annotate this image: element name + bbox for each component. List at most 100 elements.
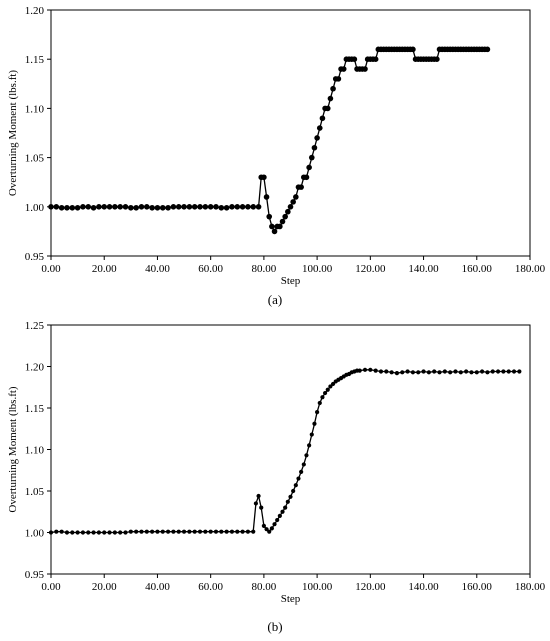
chart-a-data-point bbox=[266, 213, 273, 220]
chart-b-data-point bbox=[165, 529, 171, 534]
chart-b-data-point bbox=[59, 529, 64, 534]
chart-b-data-point bbox=[301, 462, 306, 467]
chart-a-data-point bbox=[298, 184, 304, 190]
chart-a-data-point bbox=[144, 204, 150, 210]
chart-b-data-point bbox=[511, 369, 517, 374]
chart-b-data-point bbox=[240, 529, 245, 534]
chart-b-data-point bbox=[229, 529, 235, 534]
chart-b-x-tick-label: 80.00 bbox=[252, 581, 277, 593]
chart-b-data-point bbox=[464, 369, 469, 374]
chart-a-data-point bbox=[64, 204, 70, 211]
chart-a-data-point bbox=[149, 204, 155, 211]
chart-b-data-point bbox=[70, 530, 75, 535]
chart-b-data-point bbox=[296, 476, 301, 481]
chart-b-x-tick-label: 20.00 bbox=[92, 581, 117, 593]
chart-b-y-axis-label: Overturning Moment (lbs.ft) bbox=[7, 386, 19, 513]
chart-a-y-axis-label: Overturning Moment (lbs.ft) bbox=[7, 70, 19, 197]
chart-a-data-point bbox=[263, 194, 270, 200]
chart-b-data-point bbox=[264, 527, 269, 532]
chart-a-data-point bbox=[175, 204, 182, 210]
chart-a-data-point bbox=[154, 204, 161, 211]
chart-a-data-point bbox=[170, 204, 177, 210]
chart-b-data-point bbox=[261, 523, 266, 528]
chart-b-data-point bbox=[219, 529, 224, 534]
chart-a-data-point bbox=[484, 46, 491, 53]
chart-a-data-point bbox=[255, 204, 262, 210]
chart-b-data-point bbox=[330, 381, 336, 387]
chart-b-data-point bbox=[285, 499, 290, 504]
chart-b-data-point bbox=[315, 410, 320, 415]
chart-b-x-tick-label: 180.00 bbox=[515, 581, 546, 593]
chart-a-data-point bbox=[112, 204, 118, 210]
chart-b-data-point bbox=[275, 517, 280, 523]
chart-b-x-tick-label: 40.00 bbox=[145, 581, 170, 593]
chart-b-data-point bbox=[480, 369, 485, 374]
chart-a-data-point bbox=[269, 223, 275, 230]
chart-b-data-point bbox=[501, 369, 506, 374]
chart-a-data-point bbox=[159, 204, 166, 211]
chart-a-data-point bbox=[223, 204, 230, 211]
chart-a-data-point bbox=[285, 208, 291, 215]
chart-b-data-point bbox=[251, 529, 256, 534]
chart-a-data-point bbox=[218, 204, 225, 211]
chart-a-x-tick-label: 180.00 bbox=[515, 263, 546, 275]
chart-a-x-tick-label: 140.00 bbox=[408, 263, 439, 275]
caption-a: (a) bbox=[267, 292, 283, 307]
chart-b-data-point bbox=[160, 529, 165, 534]
chart-b-data-point bbox=[64, 530, 70, 535]
chart-b-data-point bbox=[259, 505, 264, 510]
figure-a: 0.00 20.00 40.00 60.00 80.00 100.00 120.00 140.… bbox=[0, 0, 550, 315]
chart-a-data-point bbox=[191, 204, 198, 210]
chart-b-data-point bbox=[293, 483, 298, 488]
chart-b-data-point bbox=[107, 530, 112, 535]
chart-b-data-point bbox=[362, 367, 368, 372]
chart-b-y-tick-label: 0.95 bbox=[25, 569, 45, 581]
chart-a-data-point bbox=[306, 164, 312, 171]
chart-a-y-tick-label: 1.20 bbox=[25, 5, 45, 17]
chart-b-data-point bbox=[448, 370, 453, 375]
chart-a-data-point bbox=[181, 204, 187, 210]
chart-a-data-point bbox=[293, 194, 299, 200]
chart-b-data-point bbox=[474, 370, 479, 375]
chart-b-data-point bbox=[405, 369, 410, 374]
chart-a-data-point bbox=[85, 204, 92, 210]
chart-b-data-point bbox=[181, 529, 187, 534]
chart-b-y-tick-label: 1.00 bbox=[25, 528, 45, 540]
chart-a-data-point bbox=[69, 204, 76, 211]
chart-a-y-tick-label: 1.15 bbox=[25, 54, 45, 66]
chart-b-data-point bbox=[280, 509, 285, 514]
chart-b-data-point bbox=[48, 530, 54, 535]
chart-a-x-tick-label: 20.00 bbox=[92, 263, 117, 275]
chart-a-data-point bbox=[234, 204, 241, 210]
chart-b-x-tick-label: 100.00 bbox=[302, 581, 333, 593]
chart-b-data-point bbox=[112, 530, 117, 535]
chart-b: 0.00 20.00 40.00 60.00 80.00 100.00 120.00 140.… bbox=[7, 320, 546, 605]
chart-b-data-point bbox=[192, 529, 197, 534]
chart-a-plot-frame bbox=[50, 9, 531, 257]
chart-a-x-tick-label: 120.00 bbox=[355, 263, 386, 275]
chart-a-data-point bbox=[165, 204, 171, 211]
chart-a-data-point bbox=[311, 144, 318, 151]
chart-b-y-tick-label: 1.15 bbox=[25, 403, 45, 415]
chart-b-data-point bbox=[517, 369, 522, 374]
chart-a-x-axis-label: Step bbox=[281, 275, 301, 287]
chart-a-data-point bbox=[250, 204, 257, 210]
chart-a-data-point bbox=[80, 204, 86, 210]
chart-b-data-point bbox=[139, 529, 144, 534]
chart-a-data-point bbox=[340, 66, 347, 72]
chart-b-data-point bbox=[421, 369, 426, 374]
chart-a-data-point bbox=[335, 76, 342, 82]
chart-a-data-point bbox=[261, 174, 267, 181]
chart-b-data-point bbox=[495, 369, 501, 374]
chart-a-data-point bbox=[290, 199, 296, 205]
chart-a-data-point bbox=[434, 56, 440, 62]
chart-b-data-point bbox=[304, 453, 309, 458]
chart-b-data-point bbox=[96, 530, 101, 535]
chart-b-data-point bbox=[410, 370, 416, 375]
caption-b: (b) bbox=[267, 619, 283, 634]
chart-a-data-point bbox=[372, 56, 379, 62]
chart-b-data-point bbox=[322, 390, 328, 396]
chart-a-data-point bbox=[122, 204, 129, 210]
chart-b-data-point bbox=[213, 529, 219, 534]
chart-a-y-tick-label: 1.05 bbox=[25, 153, 45, 165]
